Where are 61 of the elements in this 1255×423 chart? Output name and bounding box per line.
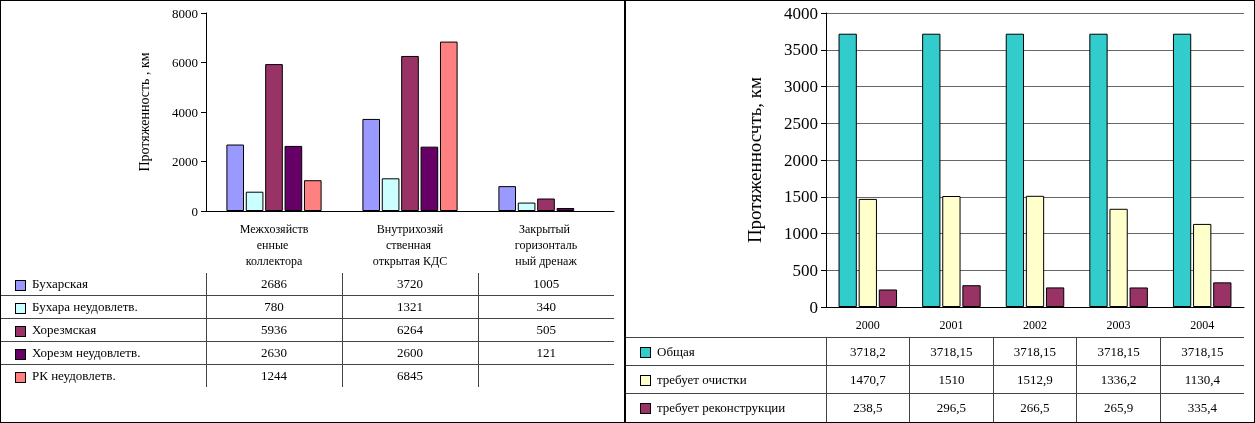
x-tick-label: Закрытый горизонтальный дренаж xyxy=(514,222,578,268)
y-tick-label: 1500 xyxy=(784,187,818,207)
data-label: 1244 xyxy=(206,364,342,387)
legend-label: Бухара неудовлетв. xyxy=(1,295,206,319)
y-tick-label: 6000 xyxy=(172,55,198,70)
data-label: 238,5 xyxy=(826,393,910,422)
x-tick-label: 2000 xyxy=(855,318,880,332)
data-label: 340 xyxy=(478,295,614,319)
y-tick-label: 0 xyxy=(809,297,818,317)
y-axis-title: Протяженность , км xyxy=(136,52,152,172)
data-label: 1512,9 xyxy=(993,365,1077,394)
legend-label: РК неудовлетв. xyxy=(1,364,206,387)
data-label: 5936 xyxy=(206,318,342,342)
y-tick-label: 3500 xyxy=(784,40,818,60)
legend-label: Бухарская xyxy=(31,275,89,293)
y-tick-label: 4000 xyxy=(784,3,818,23)
data-label: 3718,2 xyxy=(826,337,910,366)
data-label: 266,5 xyxy=(993,393,1077,422)
y-tick-label: 500 xyxy=(792,260,818,280)
x-tick-label: 2001 xyxy=(939,318,964,332)
data-label: 2686 xyxy=(206,273,342,296)
data-label: 121 xyxy=(478,341,614,365)
legend-label: Общая xyxy=(626,337,826,366)
data-label: 1336,2 xyxy=(1076,365,1161,394)
data-label: 6264 xyxy=(342,318,478,342)
y-tick-label: 1000 xyxy=(784,224,818,243)
y-axis-title: Протяженносчть, км xyxy=(744,76,765,244)
x-tick-label: Внутрихозяйственная открытая КДС xyxy=(372,222,448,268)
data-label: 3720 xyxy=(342,273,478,296)
data-label: 780 xyxy=(206,295,342,319)
legend-label: требует очистки xyxy=(626,365,826,394)
y-tick-label: 2000 xyxy=(172,154,198,169)
y-tick-label: 2000 xyxy=(784,150,818,170)
legend-label: требует реконструкции xyxy=(626,393,826,422)
data-label: 265,9 xyxy=(1076,393,1161,422)
data-label: 3718,15 xyxy=(1160,337,1244,366)
x-tick-label: Межхозяйственные коллектора xyxy=(239,222,309,268)
y-tick-label: 2500 xyxy=(784,113,818,133)
legend-label: Хорезмская xyxy=(1,318,206,342)
data-label: 335,4 xyxy=(1160,393,1244,422)
data-label: 1130,4 xyxy=(1160,365,1244,394)
x-tick-label: 2002 xyxy=(1023,318,1047,332)
data-label: 3718,15 xyxy=(1076,337,1161,366)
data-label: 3718,15 xyxy=(993,337,1077,366)
data-label: 505 xyxy=(478,318,614,342)
x-tick-label: 2003 xyxy=(1106,318,1131,332)
legend-label: Хорезм неудовлетв. xyxy=(1,341,206,365)
y-tick-label: 8000 xyxy=(172,5,198,21)
y-tick-label: 0 xyxy=(191,203,198,219)
data-label: 1470,7 xyxy=(826,365,910,394)
data-label: 1321 xyxy=(342,295,478,319)
y-tick-label: 3000 xyxy=(784,77,818,96)
data-label: 1510 xyxy=(909,365,994,394)
data-label: 2600 xyxy=(342,341,478,365)
data-label: 6845 xyxy=(342,364,478,387)
data-label: 3718,15 xyxy=(909,337,994,366)
data-label: 2630 xyxy=(206,341,342,365)
x-tick-label: 2004 xyxy=(1190,318,1215,332)
data-label: 1005 xyxy=(478,273,614,296)
data-label: 296,5 xyxy=(909,393,994,422)
y-tick-label: 4000 xyxy=(172,104,198,120)
